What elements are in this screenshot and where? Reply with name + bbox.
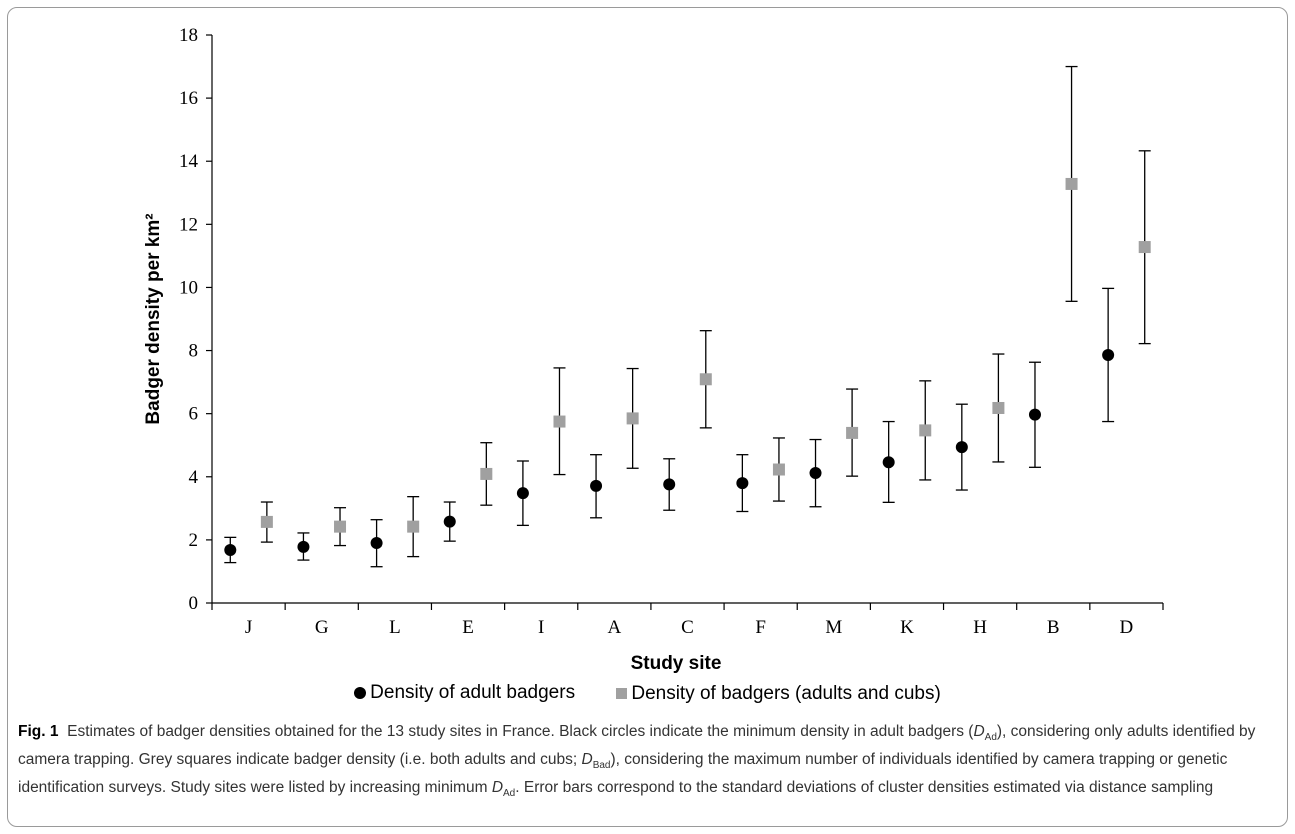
legend: Density of adult badgers Density of badg…	[0, 682, 1295, 705]
adult-density-point	[1102, 348, 1115, 361]
adult-density-point	[663, 478, 676, 491]
x-tick-label: C	[681, 617, 694, 638]
total-density-point	[334, 520, 347, 533]
total-density-point	[407, 520, 420, 533]
circle-marker-icon	[354, 687, 367, 699]
y-tick-label: 2	[189, 530, 199, 551]
y-tick-label: 4	[189, 467, 199, 488]
y-tick-label: 18	[179, 25, 198, 46]
adult-density-point	[443, 515, 456, 528]
y-tick-label: 8	[189, 341, 199, 362]
x-tick-label: A	[607, 617, 621, 638]
x-tick-label: B	[1047, 617, 1060, 638]
adult-density-point	[1028, 408, 1041, 421]
x-tick-label: D	[1120, 617, 1134, 638]
adult-density-point	[370, 537, 383, 550]
total-density-point	[626, 412, 639, 425]
y-tick-label: 0	[189, 593, 199, 614]
caption-text-4: . Error bars correspond to the standard …	[515, 779, 1214, 797]
caption-symbol-3: D	[491, 779, 504, 797]
adult-density-point	[955, 441, 968, 454]
total-density-point	[1138, 241, 1151, 254]
adult-density-point	[297, 540, 310, 553]
x-tick-label: H	[973, 617, 987, 638]
adult-density-point	[736, 477, 749, 490]
total-density-point	[553, 415, 566, 428]
legend-item-adults: Density of adult badgers	[354, 682, 575, 704]
x-tick-label: J	[245, 617, 252, 638]
legend-item-all: Density of badgers (adults and cubs)	[616, 682, 941, 705]
total-density-point	[260, 515, 273, 528]
caption-subscript-2: Bad	[592, 760, 611, 772]
caption-text-1: Estimates of badger densities obtained f…	[67, 723, 974, 740]
adult-density-point	[882, 456, 895, 469]
y-tick-label: 6	[189, 404, 199, 425]
x-tick-label: M	[825, 617, 842, 638]
caption-text-3: ), considering the maximum number of ind…	[18, 751, 1228, 797]
total-density-point	[846, 426, 859, 439]
y-tick-label: 10	[179, 277, 198, 298]
legend-label-adults: Density of adult badgers	[370, 682, 576, 703]
x-tick-label: L	[389, 617, 401, 638]
x-tick-label: K	[900, 617, 914, 638]
square-marker-icon	[616, 688, 628, 699]
legend-label-all: Density of badgers (adults and cubs)	[631, 682, 941, 704]
adult-density-point	[516, 487, 529, 500]
chart-marks	[224, 65, 1151, 568]
caption-symbol-1: D	[973, 723, 985, 740]
x-tick-label: G	[315, 617, 329, 638]
x-tick-label: F	[755, 617, 766, 638]
total-density-point	[992, 401, 1005, 414]
figure-label: Fig. 1	[18, 723, 59, 740]
total-density-point	[699, 373, 712, 386]
adult-density-point	[224, 543, 237, 556]
caption-text-2: ), considering only adults identified by…	[18, 723, 1256, 769]
total-density-point	[919, 424, 932, 437]
caption-subscript-1: Ad	[984, 732, 997, 744]
total-density-point	[772, 463, 785, 476]
adult-density-point	[809, 466, 822, 479]
caption-symbol-2: D	[581, 751, 593, 769]
y-tick-label: 12	[179, 214, 198, 235]
figure-frame	[7, 7, 1288, 827]
caption-subscript-3: Ad	[503, 788, 516, 800]
y-tick-label: 14	[179, 151, 199, 172]
axes: 0 2 4 6 8 10 12 14 16 18 J G L E I A C F M K H B D	[179, 25, 1164, 638]
x-axis-title: Study site	[631, 653, 722, 674]
adult-density-point	[590, 479, 603, 492]
total-density-point	[1065, 177, 1078, 190]
figure-caption: Fig. 1 Estimates of badger densities obt…	[18, 721, 1276, 805]
x-tick-label: E	[462, 617, 474, 638]
y-axis-title: Badger density per km²	[143, 213, 164, 424]
x-tick-label: I	[538, 617, 544, 638]
total-density-point	[480, 467, 493, 480]
y-tick-label: 16	[179, 88, 198, 109]
